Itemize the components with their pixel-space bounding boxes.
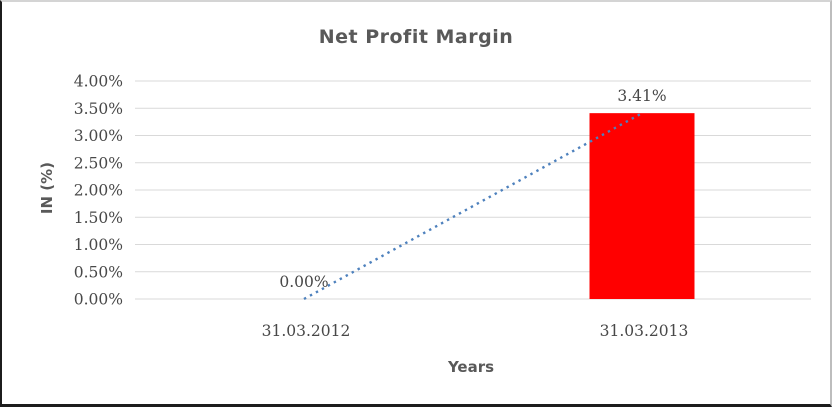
y-tick-label: 1.00% [74, 236, 123, 254]
y-tick-label: 4.00% [74, 73, 123, 91]
y-tick-label: 2.00% [74, 182, 123, 200]
x-axis-title: Years [447, 358, 495, 376]
chart-title: Net Profit Margin [318, 26, 514, 48]
y-tick-label: 0.50% [74, 263, 123, 281]
x-tick-label: 31.03.2012 [262, 322, 351, 340]
y-tick-label: 0.00% [74, 291, 123, 309]
data-label-31.03.2012: 0.00% [279, 273, 328, 291]
y-tick-label: 3.50% [74, 100, 123, 118]
data-label-31.03.2013: 3.41% [617, 87, 666, 105]
trendline [303, 112, 643, 301]
y-tick-label: 3.00% [74, 127, 123, 145]
y-tick-label: 1.50% [74, 209, 123, 227]
y-tick-label: 2.50% [74, 154, 123, 172]
x-tick-label: 31.03.2013 [600, 322, 689, 340]
bar-31.03.2013 [589, 113, 695, 299]
